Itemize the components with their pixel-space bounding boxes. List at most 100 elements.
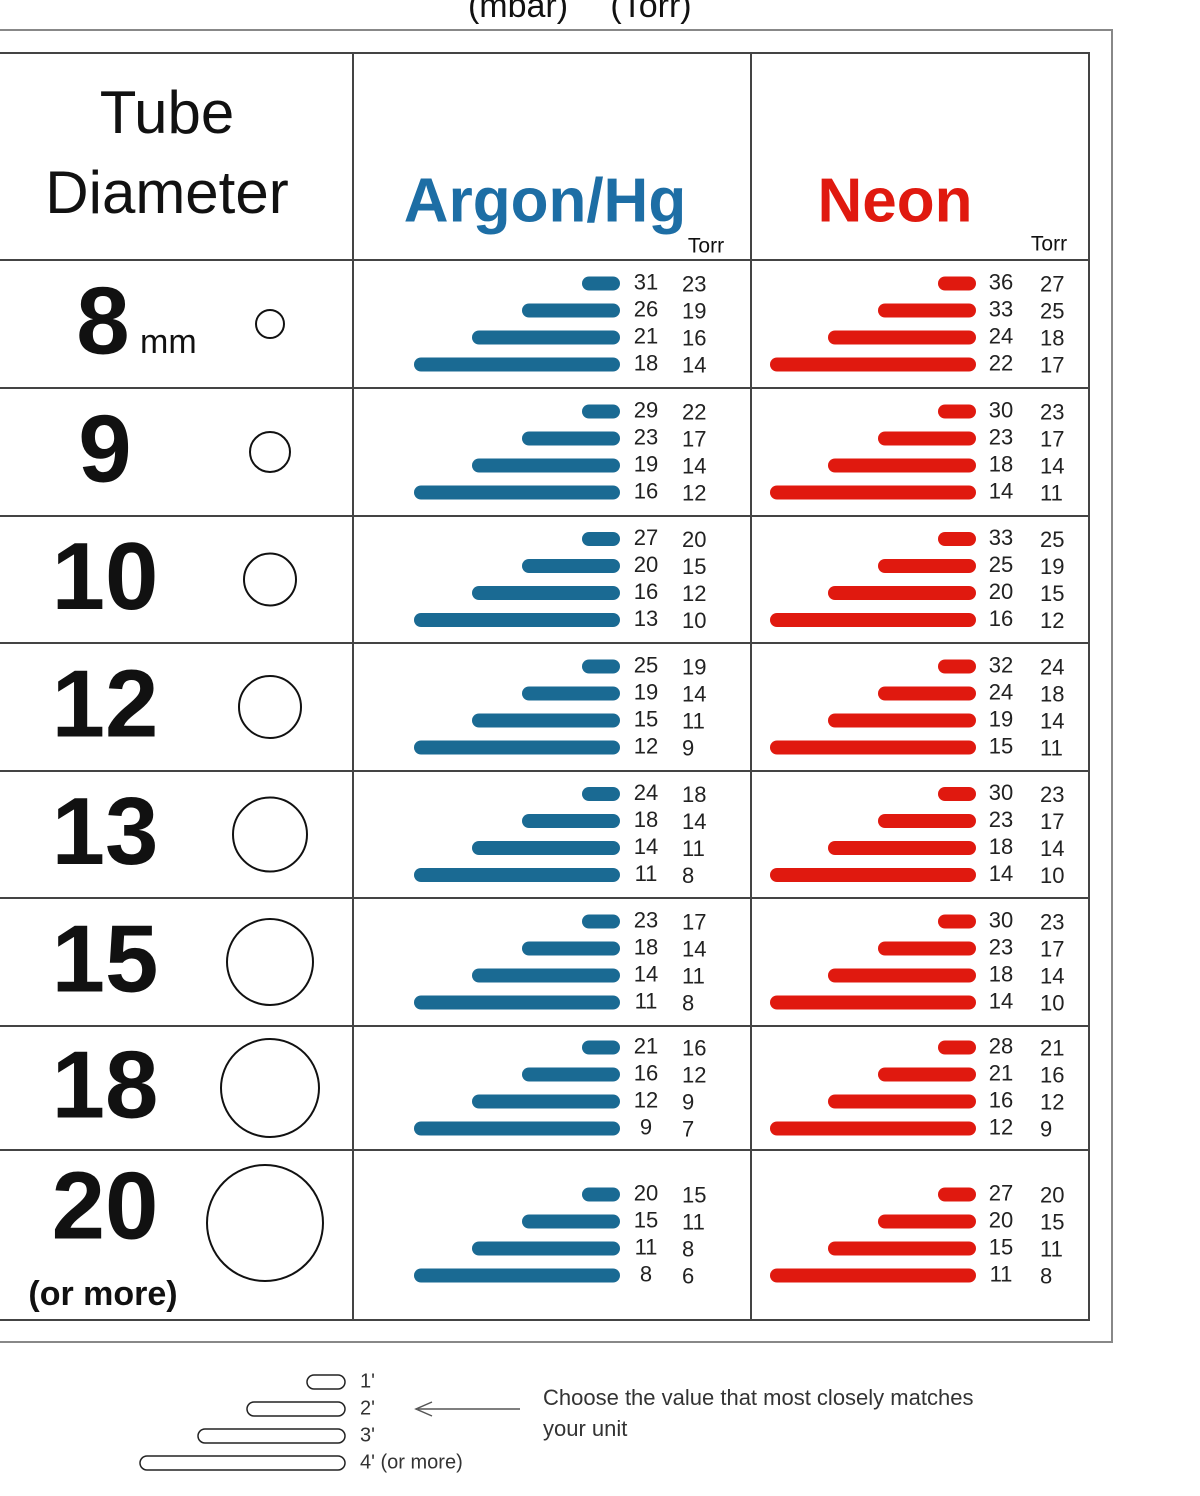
torr-value: 17 (682, 426, 706, 451)
mbar-value: 25 (989, 552, 1013, 577)
torr-value: 11 (682, 836, 705, 861)
length-bar (582, 1187, 620, 1202)
mbar-value: 18 (989, 451, 1013, 476)
torr-value: 19 (682, 298, 706, 323)
torr-value: 15 (1040, 581, 1064, 606)
length-bar (582, 914, 620, 929)
mbar-value: 21 (989, 1060, 1013, 1085)
torr-value: 21 (1040, 1035, 1064, 1060)
length-bar (414, 1121, 620, 1136)
mbar-value: 32 (989, 652, 1013, 677)
length-bar (582, 532, 620, 546)
legend-bar (197, 1428, 346, 1444)
torr-value: 9 (682, 1089, 694, 1114)
mbar-value: 16 (634, 478, 658, 503)
torr-value: 18 (682, 782, 706, 807)
mbar-value: 11 (635, 861, 658, 886)
torr-value: 18 (1040, 325, 1064, 350)
length-bar (938, 787, 976, 801)
torr-value: 12 (1040, 608, 1064, 633)
legend-bar (306, 1374, 346, 1390)
mbar-value: 14 (634, 834, 658, 859)
mbar-value: 8 (640, 1261, 652, 1286)
length-bar (828, 968, 976, 983)
mbar-value: 30 (989, 907, 1013, 932)
mbar-value: 18 (634, 807, 658, 832)
diameter-unit: mm (140, 323, 197, 361)
length-bar (878, 686, 976, 701)
diameter-value: 12 (52, 650, 159, 757)
torr-value: 11 (1040, 480, 1063, 505)
torr-value: 19 (1040, 554, 1064, 579)
torr-value: 12 (682, 581, 706, 606)
torr-value: 12 (682, 480, 706, 505)
length-bar (522, 686, 620, 701)
mbar-value: 33 (989, 525, 1013, 550)
mbar-value: 19 (634, 451, 658, 476)
torr-value: 19 (682, 654, 706, 679)
torr-value: 17 (1040, 426, 1064, 451)
length-bar (414, 1268, 620, 1283)
header-unit: Torr (1031, 233, 1067, 256)
torr-value: 15 (682, 554, 706, 579)
mbar-value: 12 (989, 1114, 1013, 1139)
mbar-value: 9 (640, 1114, 652, 1139)
mbar-value: 16 (989, 606, 1013, 631)
mbar-value: 29 (634, 397, 658, 422)
length-bar (878, 941, 976, 956)
length-bar (472, 1094, 620, 1109)
tube-circle (238, 675, 302, 739)
mbar-value: 22 (989, 350, 1013, 375)
torr-value: 18 (1040, 681, 1064, 706)
legend-label: 1' (360, 1370, 375, 1392)
header-argon: Argon/Hg (404, 166, 686, 235)
torr-value: 8 (682, 863, 694, 888)
torr-value: 17 (1040, 936, 1064, 961)
mbar-value: 13 (634, 606, 658, 631)
length-bar (414, 868, 620, 882)
mbar-value: 16 (634, 579, 658, 604)
mbar-value: 19 (989, 706, 1013, 731)
length-bar (938, 659, 976, 674)
length-bar (522, 559, 620, 573)
mbar-value: 18 (634, 350, 658, 375)
mbar-value: 21 (634, 323, 658, 348)
length-bar (472, 1241, 620, 1256)
mbar-value: 12 (634, 733, 658, 758)
torr-value: 14 (682, 681, 706, 706)
torr-value: 8 (1040, 1263, 1052, 1288)
mbar-value: 12 (634, 1087, 658, 1112)
mbar-value: 30 (989, 397, 1013, 422)
length-bar (472, 841, 620, 855)
torr-value: 14 (1040, 453, 1064, 478)
length-bar (414, 485, 620, 500)
torr-value: 25 (1040, 527, 1064, 552)
length-bar (828, 1094, 976, 1109)
torr-value: 14 (682, 936, 706, 961)
top-label: (Torr) (610, 0, 691, 25)
tube-circle (226, 918, 314, 1006)
torr-value: 12 (682, 1062, 706, 1087)
mbar-value: 18 (634, 934, 658, 959)
length-bar (938, 914, 976, 929)
torr-value: 23 (1040, 782, 1064, 807)
mbar-value: 24 (634, 780, 658, 805)
legend-note: Choose the value that most closely match… (543, 1385, 974, 1441)
length-bar (522, 431, 620, 446)
mbar-value: 23 (989, 934, 1013, 959)
header-diameter: Diameter (45, 159, 288, 226)
diameter-note: (or more) (28, 1275, 177, 1313)
torr-value: 23 (1040, 909, 1064, 934)
header-diameter: Tube (100, 79, 235, 146)
length-bar (828, 841, 976, 855)
mbar-value: 20 (989, 1207, 1013, 1232)
length-bar (770, 868, 976, 882)
mbar-value: 23 (634, 907, 658, 932)
length-bar (828, 1241, 976, 1256)
mbar-value: 14 (989, 861, 1013, 886)
mbar-value: 14 (989, 478, 1013, 503)
length-bar (878, 303, 976, 318)
length-bar (770, 995, 976, 1010)
diameter-value: 8 (76, 267, 129, 374)
mbar-value: 16 (634, 1060, 658, 1085)
